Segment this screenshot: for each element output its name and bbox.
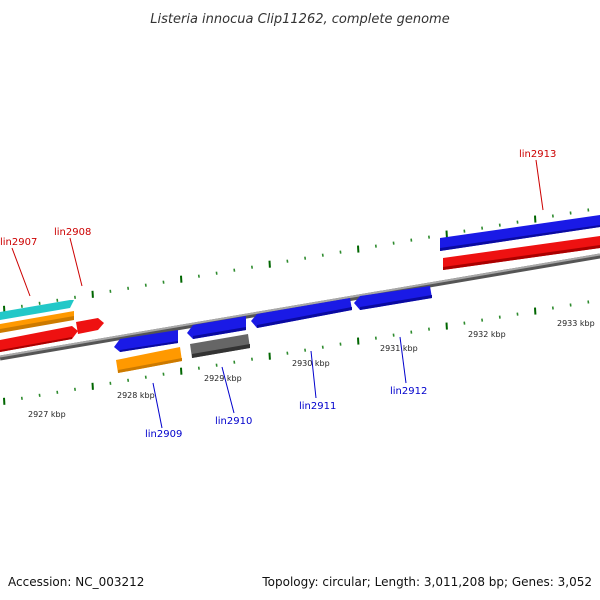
gene-lin2907-orange-track[interactable] bbox=[0, 311, 74, 329]
ruler-label-2928: 2928 kbp bbox=[117, 391, 155, 400]
gene-lin2910-gray-shadow bbox=[192, 344, 250, 358]
ruler-label-2927: 2927 kbp bbox=[28, 410, 66, 419]
leader-lin2910 bbox=[221, 366, 235, 414]
genome-info-text: Topology: circular; Length: 3,011,208 bp… bbox=[261, 575, 592, 589]
leader-lin2908 bbox=[69, 237, 83, 287]
gene-lin2909-orange-shadow bbox=[118, 358, 182, 373]
gene-lin2909-shadow bbox=[120, 341, 178, 352]
gene-lin2911-shadow bbox=[257, 307, 352, 328]
gene-label-lin2912[interactable]: lin2912 bbox=[390, 386, 427, 397]
leader-lin2912 bbox=[399, 336, 407, 384]
gene-lin2909-orange[interactable] bbox=[116, 347, 182, 373]
gene-label-lin2907[interactable]: lin2907 bbox=[0, 237, 37, 248]
leader-lin2913 bbox=[535, 159, 544, 211]
ruler-label-2930: 2930 kbp bbox=[292, 359, 330, 368]
gene-lin2913-blue-shadow bbox=[440, 225, 600, 251]
genome-title: Listeria innocua Clip11262, complete gen… bbox=[150, 12, 449, 27]
leader-lin2907 bbox=[11, 247, 31, 297]
gene-lin2910-shadow bbox=[193, 327, 246, 339]
ruler-label-2929: 2929 kbp bbox=[204, 374, 242, 383]
gene-lin2908[interactable] bbox=[76, 318, 104, 334]
accession-text: Accession: NC_003212 bbox=[8, 575, 144, 589]
gene-lin2910[interactable] bbox=[187, 316, 246, 339]
lower-tick-track bbox=[3, 300, 590, 405]
gene-lin2907-cyan-track[interactable] bbox=[0, 300, 74, 320]
gene-lin2909[interactable] bbox=[114, 330, 178, 352]
gene-label-lin2911[interactable]: lin2911 bbox=[299, 401, 336, 412]
gene-lin2907-red-shadow bbox=[0, 337, 72, 352]
leader-lin2911 bbox=[310, 350, 317, 399]
ruler-label-2932: 2932 kbp bbox=[468, 330, 506, 339]
gene-lin2913-red-shadow bbox=[443, 245, 600, 270]
gene-lin2911[interactable] bbox=[251, 298, 352, 328]
gene-lin2907-red[interactable] bbox=[0, 326, 78, 352]
gene-lin2912-shadow bbox=[360, 295, 432, 310]
gene-lin2913-blue[interactable] bbox=[440, 215, 600, 251]
gene-lin2912[interactable] bbox=[354, 286, 432, 310]
gene-label-lin2910[interactable]: lin2910 bbox=[215, 416, 252, 427]
leader-lin2909 bbox=[152, 382, 163, 429]
gene-label-lin2908[interactable]: lin2908 bbox=[54, 227, 91, 238]
ruler-label-2931: 2931 kbp bbox=[380, 344, 418, 353]
genome-backbone bbox=[0, 253, 600, 358]
gene-label-lin2909[interactable]: lin2909 bbox=[145, 429, 182, 440]
ruler-label-2933: 2933 kbp bbox=[557, 319, 595, 328]
gene-lin2907-orange-shadow bbox=[0, 315, 74, 333]
upper-tick-track bbox=[3, 208, 590, 313]
gene-label-lin2913[interactable]: lin2913 bbox=[519, 149, 556, 160]
